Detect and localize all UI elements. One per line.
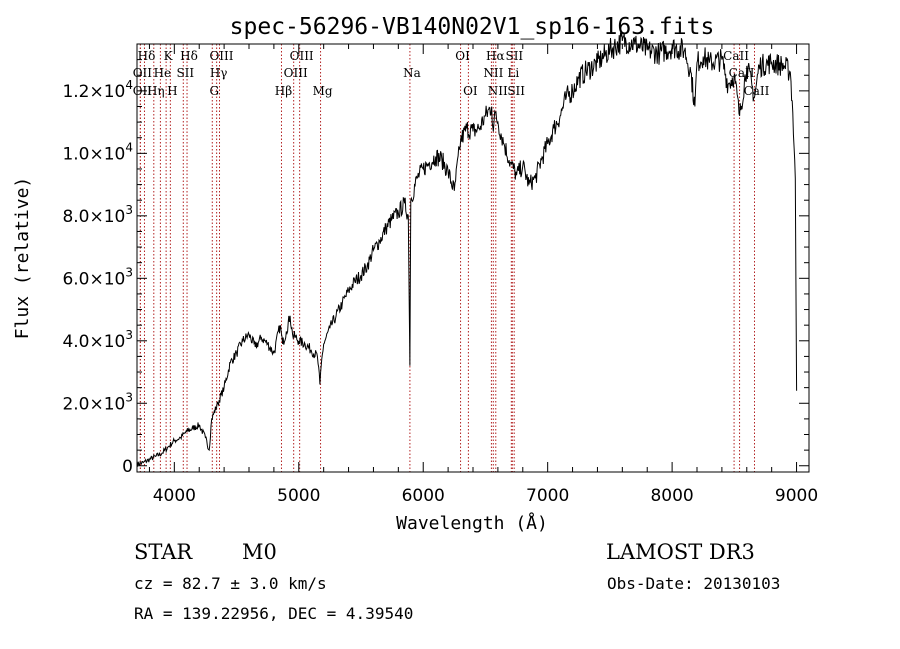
line-label-14: Na (403, 66, 421, 80)
line-label-3: OIII (209, 49, 233, 63)
spectrum-series (136, 31, 798, 467)
line-label-6: Hα (486, 49, 505, 63)
line-label-21: G (209, 84, 219, 98)
y-axis: 0 2.0×103 4.0×103 6.0×103 8.0×103 1.0×104 1.2×… (62, 59, 809, 477)
x-axis-label: Wavelength (Å) (396, 512, 548, 534)
line-label-2: Hδ (180, 49, 198, 63)
y-tick-label-4: 8.0×103 (62, 203, 133, 227)
x-tick-label-5: 9000 (775, 486, 818, 506)
y-tick-label-5: 1.0×104 (62, 140, 133, 164)
line-label-15: NII (483, 66, 503, 80)
y-axis-label: Flux (relative) (12, 177, 33, 340)
line-label-19: Hη (147, 84, 165, 98)
line-label-7: SII (505, 49, 523, 63)
line-label-22: Hβ (275, 84, 292, 98)
line-label-8: CaII (723, 49, 749, 63)
x-tick-label-1: 5000 (277, 486, 320, 506)
y-tick-label-1: 2.0×103 (62, 390, 133, 414)
x-axis: 4000 5000 6000 7000 8000 9000 (148, 44, 818, 506)
x-tick-label-0: 4000 (153, 486, 196, 506)
line-label-12: Hγ (210, 66, 228, 80)
line-label-16: Li (507, 66, 519, 80)
line-label-25: NII (488, 84, 508, 98)
x-tick-label-2: 6000 (402, 486, 445, 506)
survey-name: LAMOST DR3 (606, 540, 755, 564)
x-tick-label-4: 8000 (650, 486, 693, 506)
subclass: M0 (242, 540, 277, 564)
object-class: STAR (134, 540, 193, 564)
plot-frame (136, 43, 810, 473)
line-label-24: OI (463, 84, 478, 98)
line-label-1: K (164, 49, 174, 63)
emission-line-markers (139, 44, 755, 472)
line-label-18: OII (133, 84, 153, 98)
line-label-5: OI (455, 49, 470, 63)
line-label-26: SII (507, 84, 525, 98)
y-tick-label-6: 1.2×104 (62, 78, 133, 102)
coordinates: RA = 139.22956, DEC = 4.39540 (134, 604, 414, 623)
line-label-17: CaII (729, 66, 755, 80)
line-label-9: OII (133, 66, 153, 80)
line-label-27: CaII (744, 84, 770, 98)
y-tick-label-3: 6.0×103 (62, 265, 133, 289)
x-tick-label-3: 7000 (526, 486, 569, 506)
line-label-10: He (154, 66, 172, 80)
obs-date: Obs-Date: 20130103 (607, 574, 781, 593)
y-tick-label-2: 4.0×103 (62, 328, 133, 352)
line-label-0: Hδ (138, 49, 156, 63)
redshift-value: cz = 82.7 ± 3.0 km/s (134, 574, 327, 593)
chart-title: spec-56296-VB140N02V1_sp16-163.fits (230, 14, 715, 40)
line-label-11: SII (176, 66, 194, 80)
line-label-20: H (167, 84, 177, 98)
line-label-4: OIII (290, 49, 314, 63)
line-label-13: OIII (284, 66, 308, 80)
y-tick-label-0: 0 (122, 457, 133, 477)
spectrum-line-0 (136, 31, 798, 467)
line-label-23: Mg (313, 84, 333, 98)
